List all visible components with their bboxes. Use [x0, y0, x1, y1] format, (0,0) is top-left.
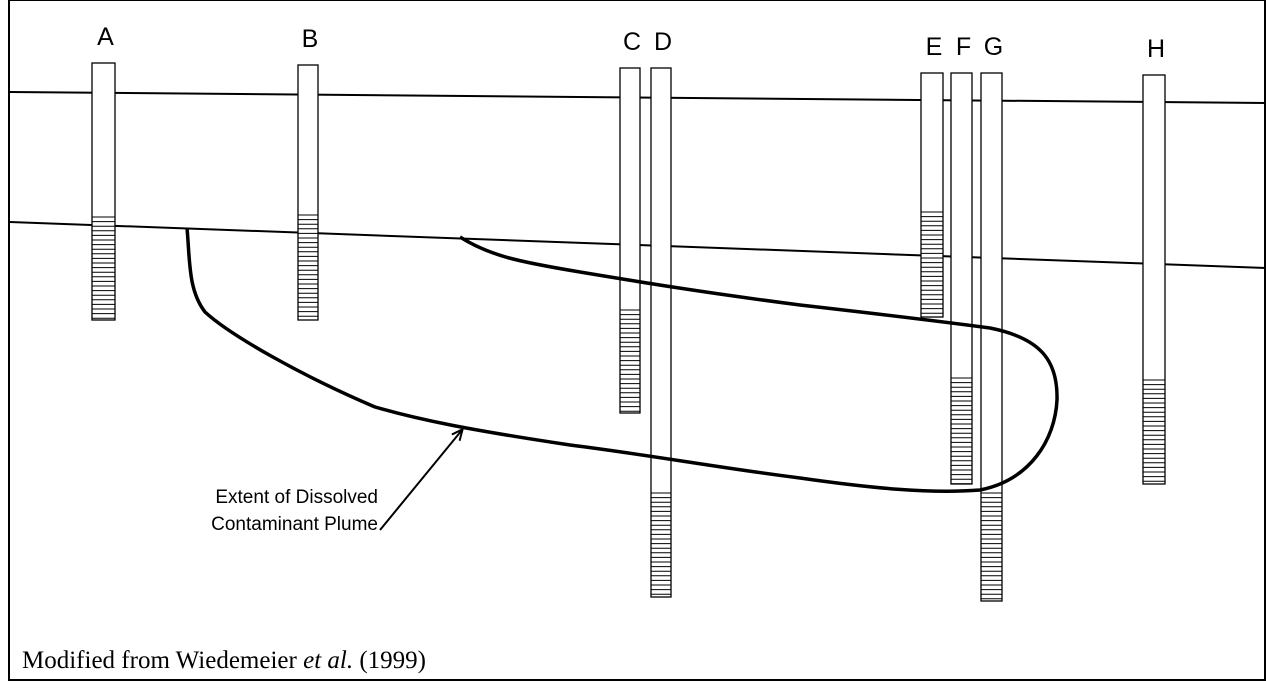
plume-label-line: Contaminant Plume [211, 514, 378, 535]
well-casing [91, 62, 116, 321]
frame [8, 0, 1266, 681]
well-label: A [97, 23, 114, 51]
caption-italic: et al. [303, 647, 353, 674]
well-casing [980, 72, 1003, 602]
arrow [379, 430, 462, 531]
well-label: D [654, 28, 672, 56]
caption-text: Modified from Wiedemeier [22, 647, 298, 674]
well-casing [650, 67, 672, 598]
plume-outline [185, 227, 1059, 494]
well-label: F [956, 33, 971, 61]
well-casing [297, 64, 319, 321]
well-casing [1142, 74, 1166, 485]
well-casing [950, 72, 973, 485]
well-label: G [984, 33, 1003, 61]
plume-label-line: Extent of Dissolved [215, 487, 378, 508]
well-label: B [302, 25, 319, 53]
caption-text: (1999) [359, 647, 426, 674]
caption: Modified from Wiedemeier et al. (1999) [22, 647, 426, 674]
well-casing [619, 67, 641, 414]
well-label: H [1147, 35, 1165, 63]
well-label: C [623, 28, 641, 56]
well-label: E [926, 33, 943, 61]
well-casing [920, 72, 944, 318]
